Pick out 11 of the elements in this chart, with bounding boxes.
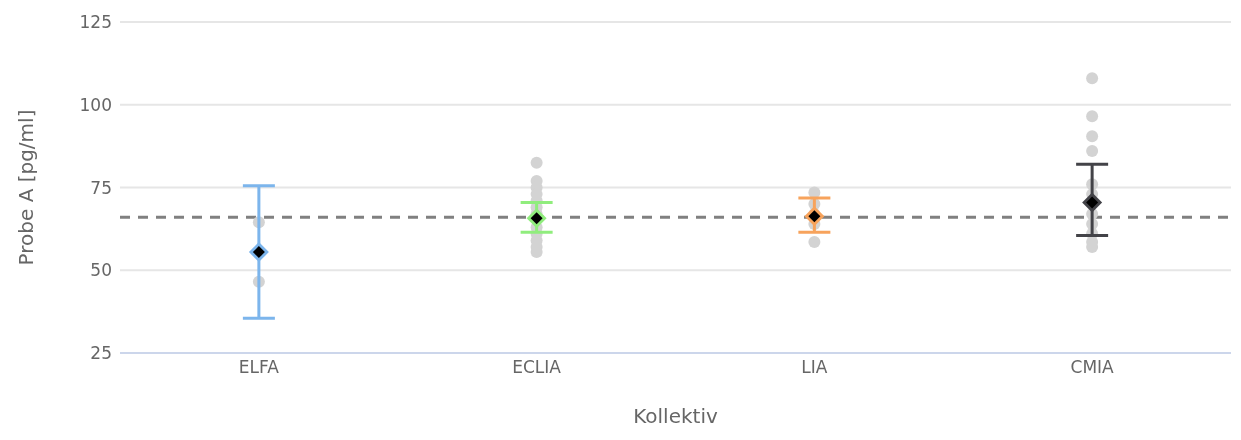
y-tick-label: 100 (79, 94, 112, 115)
y-axis-title: Probe A [pg/ml] (14, 109, 39, 266)
y-tick-label: 75 (90, 177, 112, 198)
y-tick-label: 125 (79, 12, 112, 33)
y-tick-label: 25 (90, 343, 112, 364)
x-tick-label: ECLIA (512, 357, 562, 378)
x-tick-label: LIA (801, 357, 828, 378)
y-tick-label: 50 (90, 260, 112, 281)
x-tick-label: ELFA (238, 357, 280, 378)
x-tick-label: CMIA (1070, 357, 1115, 378)
x-axis-title: Kollektiv (633, 404, 718, 428)
